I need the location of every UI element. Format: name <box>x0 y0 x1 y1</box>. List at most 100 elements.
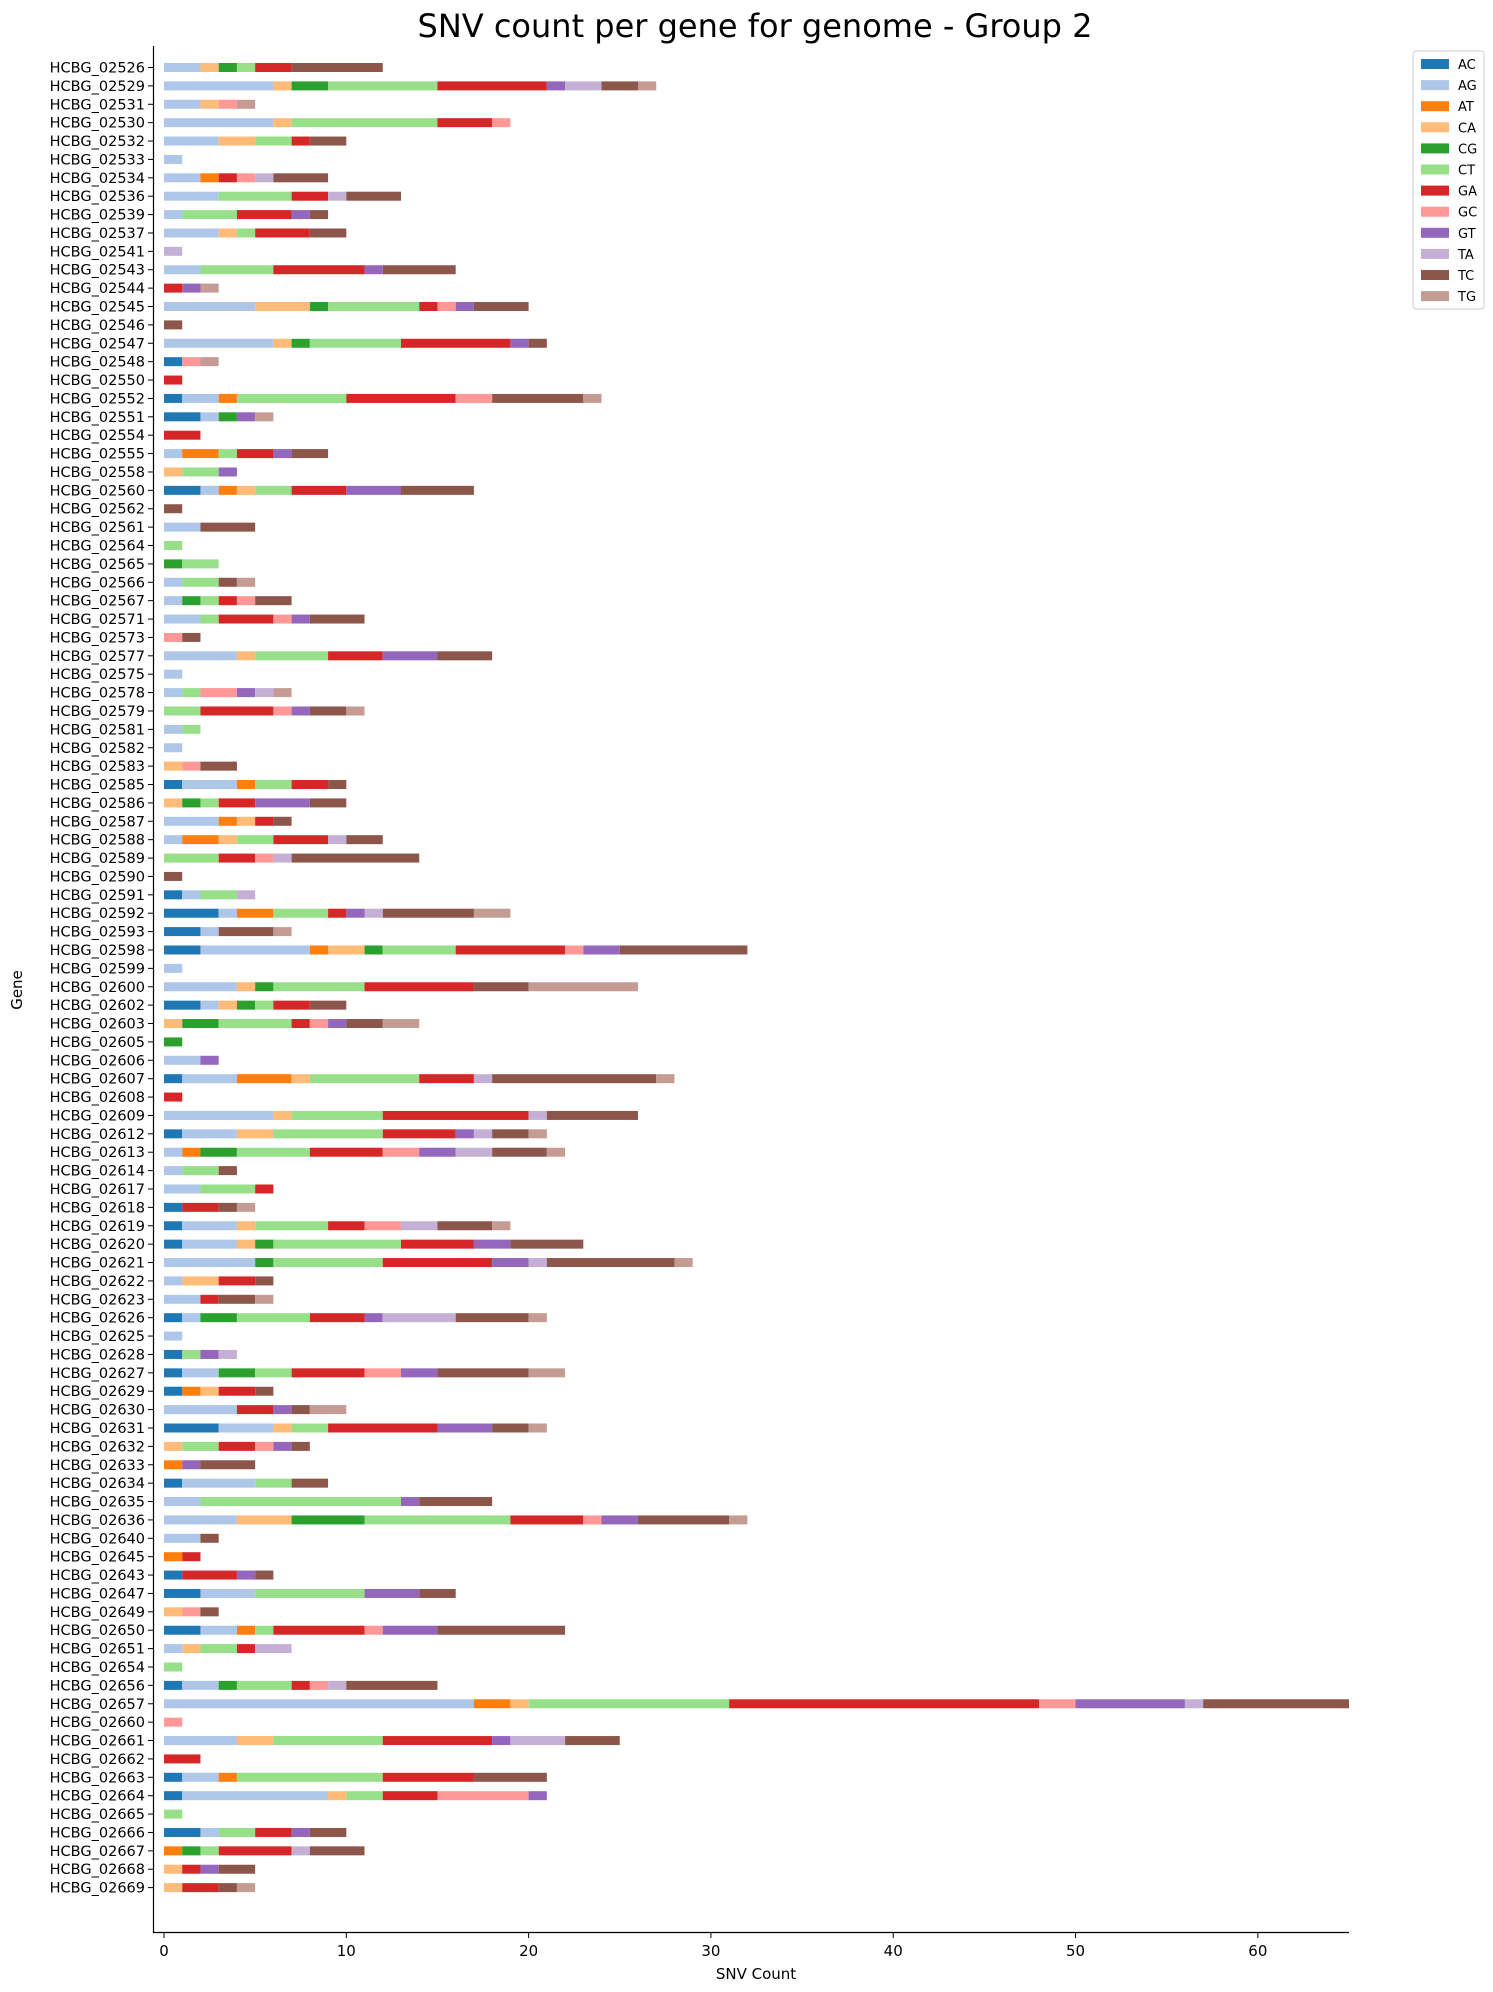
bar-segment-HCBG_02526-CT <box>236 63 256 72</box>
bar-segment-HCBG_02593-AC <box>164 927 201 937</box>
bar-segment-HCBG_02626-GT <box>364 1313 383 1323</box>
bar-segment-HCBG_02619-AC <box>164 1221 183 1231</box>
bar-segment-HCBG_02656-AC <box>164 1680 183 1690</box>
y-tick-label: HCBG_02617 <box>50 1182 145 1198</box>
bar-segment-HCBG_02663-AC <box>164 1772 183 1782</box>
bar-segment-HCBG_02539-GT <box>291 210 310 220</box>
bar-segment-HCBG_02552-TC <box>492 393 584 403</box>
bar-segment-HCBG_02588-CT <box>236 835 274 845</box>
bar-segment-HCBG_02591-AC <box>164 890 183 900</box>
bar-segment-HCBG_02663-AG <box>182 1772 219 1782</box>
legend-swatch-AC <box>1421 59 1449 69</box>
bar-segment-HCBG_02608-GA <box>164 1092 183 1102</box>
y-tick-label: HCBG_02606 <box>50 1053 145 1069</box>
bar-segment-HCBG_02667-CG <box>182 1846 201 1856</box>
bar-segment-HCBG_02649-CA <box>164 1607 183 1617</box>
bar-segment-HCBG_02579-TC <box>309 706 347 716</box>
bar-segment-HCBG_02571-AG <box>164 614 201 624</box>
bar-segment-HCBG_02532-GA <box>291 136 310 146</box>
y-tick-label: HCBG_02625 <box>50 1329 145 1345</box>
bar-segment-HCBG_02649-GC <box>182 1607 201 1617</box>
bar-segment-HCBG_02626-AG <box>182 1313 201 1323</box>
legend-label-TG: TG <box>1457 290 1476 305</box>
legend-label-AC: AC <box>1458 58 1476 73</box>
bar-segment-HCBG_02598-CA <box>328 945 365 955</box>
bar-segment-HCBG_02630-AG <box>164 1405 237 1415</box>
bar-segment-HCBG_02548-TG <box>200 357 219 367</box>
bar-segment-HCBG_02589-GA <box>218 853 256 863</box>
bar-segment-HCBG_02651-CA <box>182 1644 201 1654</box>
bar-segment-HCBG_02661-TC <box>565 1736 620 1746</box>
bar-segment-HCBG_02587-GA <box>255 816 274 826</box>
bar-segment-HCBG_02657-TC <box>1203 1699 1349 1709</box>
bar-segment-HCBG_02560-CA <box>236 485 256 495</box>
bar-segment-HCBG_02650-GT <box>382 1625 438 1635</box>
bar-segment-HCBG_02543-GA <box>273 265 365 275</box>
bar-segment-HCBG_02585-AC <box>164 780 183 790</box>
bar-segment-HCBG_02635-GT <box>401 1497 420 1507</box>
bar-segment-HCBG_02619-AG <box>182 1221 237 1231</box>
bar-segment-HCBG_02664-GA <box>382 1791 438 1801</box>
bar-segment-HCBG_02669-TC <box>218 1883 237 1893</box>
bar-segment-HCBG_02620-TC <box>510 1239 584 1249</box>
bar-segment-HCBG_02628-CT <box>182 1349 201 1359</box>
bar-segment-HCBG_02633-TC <box>200 1460 256 1470</box>
bar-segment-HCBG_02598-GC <box>565 945 584 955</box>
bar-segment-HCBG_02603-GT <box>328 1019 347 1029</box>
bar-segment-HCBG_02600-TG <box>528 982 638 992</box>
bar-segment-HCBG_02602-GA <box>273 1000 310 1010</box>
y-tick-label: HCBG_02546 <box>50 318 145 334</box>
bar-segment-HCBG_02602-TC <box>309 1000 347 1010</box>
bar-segment-HCBG_02560-TC <box>401 485 474 495</box>
bar-segment-HCBG_02634-TC <box>291 1478 329 1488</box>
bar-segment-HCBG_02618-TC <box>218 1202 237 1212</box>
bar-segment-HCBG_02663-CT <box>236 1772 383 1782</box>
bar-segment-HCBG_02632-CT <box>182 1441 219 1451</box>
bar-segment-HCBG_02607-AT <box>236 1074 292 1084</box>
bar-segment-HCBG_02585-AG <box>182 780 237 790</box>
bar-segment-HCBG_02603-TC <box>346 1019 383 1029</box>
bar-segment-HCBG_02555-GT <box>273 449 292 459</box>
bar-segment-HCBG_02526-CA <box>200 63 219 72</box>
x-tick-label: 0 <box>159 1942 169 1960</box>
y-tick-label: HCBG_02629 <box>50 1384 145 1400</box>
bar-segment-HCBG_02621-CT <box>273 1258 383 1268</box>
bar-segment-HCBG_02669-GA <box>182 1883 219 1893</box>
bar-segment-HCBG_02666-AG <box>200 1827 219 1837</box>
y-tick-label: HCBG_02533 <box>50 152 145 168</box>
bar-segment-HCBG_02643-GA <box>182 1570 237 1580</box>
bar-segment-HCBG_02626-TA <box>382 1313 456 1323</box>
bar-segment-HCBG_02554-GA <box>164 430 201 440</box>
bar-segment-HCBG_02552-TG <box>583 393 602 403</box>
y-tick-label: HCBG_02543 <box>50 263 145 279</box>
bar-segment-HCBG_02577-TC <box>437 651 493 661</box>
bar-segment-HCBG_02621-GA <box>382 1258 493 1268</box>
bar-segment-HCBG_02526-AG <box>164 63 201 72</box>
bar-segment-HCBG_02650-AC <box>164 1625 201 1635</box>
y-tick-label: HCBG_02657 <box>50 1697 145 1713</box>
bar-segment-HCBG_02607-CA <box>291 1074 310 1084</box>
bar-segment-HCBG_02548-AC <box>164 357 183 367</box>
x-axis-ticks: 0 10 20 30 40 50 60 <box>159 1933 1267 1960</box>
y-tick-label: HCBG_02654 <box>50 1660 145 1676</box>
y-tick-label: HCBG_02643 <box>50 1568 145 1584</box>
bar-segment-HCBG_02613-TG <box>546 1147 566 1157</box>
bar-segment-HCBG_02531-GC <box>218 99 237 109</box>
y-tick-label: HCBG_02620 <box>50 1237 145 1253</box>
bar-segment-HCBG_02536-AG <box>164 191 219 201</box>
y-tick-label: HCBG_02665 <box>50 1807 145 1823</box>
y-tick-label: HCBG_02592 <box>50 906 145 922</box>
bar-segment-HCBG_02631-CT <box>291 1423 329 1433</box>
bar-segment-HCBG_02636-TC <box>638 1515 730 1525</box>
bar-segment-HCBG_02579-GT <box>291 706 310 716</box>
bar-segment-HCBG_02657-GA <box>729 1699 1040 1709</box>
bar-segment-HCBG_02621-AG <box>164 1258 256 1268</box>
y-axis-ticks: HCBG_02526 HCBG_02529 HCBG_02531 HCBG_02530… <box>50 61 153 1897</box>
bar-segment-HCBG_02545-CG <box>309 302 329 311</box>
bar-segment-HCBG_02592-TA <box>364 908 383 918</box>
bar-segment-HCBG_02622-GA <box>218 1276 256 1286</box>
bar-segment-HCBG_02656-AG <box>182 1680 219 1690</box>
y-tick-label: HCBG_02536 <box>50 189 145 205</box>
legend-swatch-TA <box>1421 248 1449 259</box>
bar-segment-HCBG_02585-TC <box>328 780 347 790</box>
